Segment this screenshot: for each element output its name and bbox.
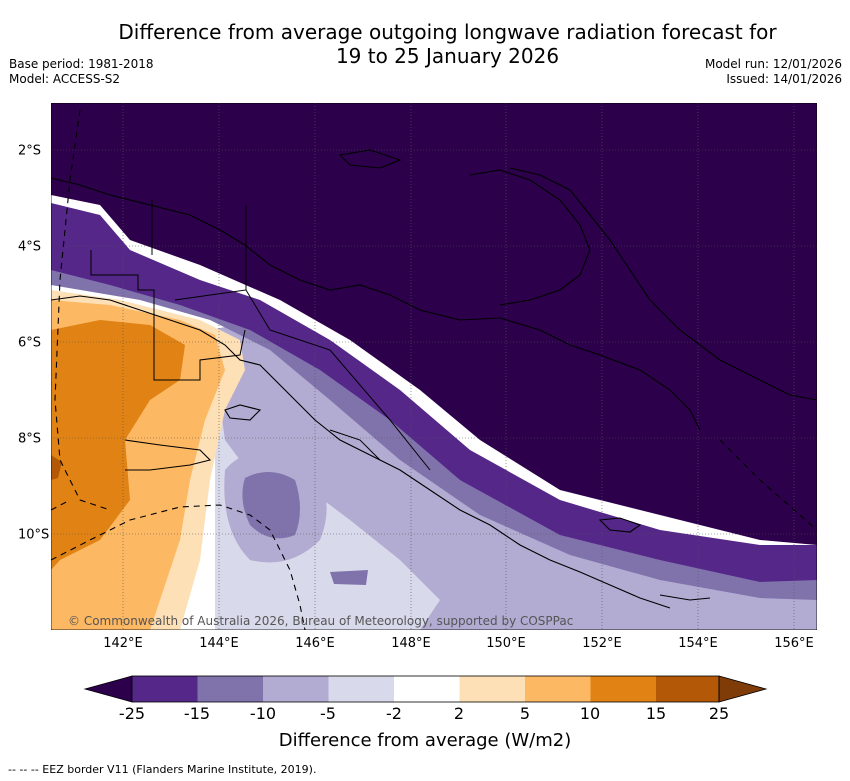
anomaly-patch-small [330, 570, 368, 585]
lat-label: 6°S [18, 335, 42, 351]
colorbar-segment-8 [590, 676, 656, 702]
borders [90, 200, 431, 471]
colorbar-segment-2 [197, 676, 263, 702]
base-period: Base period: 1981-2018 [9, 57, 154, 71]
lon-label: 150°E [486, 636, 526, 651]
issued-date: Issued: 14/01/2026 [726, 72, 842, 86]
graticule [51, 103, 817, 630]
anomaly-region-deep-purple [51, 103, 817, 545]
colorbar-segment-4 [328, 676, 394, 702]
anomaly-region-purple [51, 203, 817, 582]
colorbar-tick: 10 [579, 704, 601, 723]
model-name: Model: ACCESS-S2 [9, 72, 121, 86]
lon-label: 152°E [582, 636, 622, 651]
colorbar-title: Difference from average (W/m2) [278, 730, 572, 751]
title-line-1: Difference from average outgoing longwav… [118, 20, 777, 44]
colorbar-segment-3 [263, 676, 329, 702]
eez-borders [51, 109, 817, 630]
copyright-notice: © Commonwealth of Australia 2026, Bureau… [68, 614, 574, 628]
lat-label: 4°S [18, 239, 42, 255]
colorbar-tick: 25 [708, 704, 730, 723]
meta-right: Model run: 12/01/2026 Issued: 14/01/2026 [705, 57, 842, 87]
colorbar [83, 675, 768, 703]
colorbar-segment-7 [525, 676, 591, 702]
lon-label: 146°E [295, 636, 335, 651]
lon-label: 142°E [103, 636, 143, 651]
lon-label: 144°E [199, 636, 239, 651]
lon-label: 148°E [391, 636, 431, 651]
colorbar-tick: 5 [519, 704, 531, 723]
colorbar-tick: -25 [118, 704, 146, 723]
map-plot-area [51, 103, 817, 630]
colorbar-tick: -2 [386, 704, 402, 723]
colorbar-segment-9 [656, 676, 719, 702]
colorbar-tick: 15 [645, 704, 667, 723]
lon-label: 156°E [774, 636, 814, 651]
anomaly-patch-dark-blob [242, 471, 300, 539]
chart-title: Difference from average outgoing longwav… [80, 20, 815, 68]
model-run: Model run: 12/01/2026 [704, 57, 842, 71]
colorbar-tick: -5 [320, 704, 336, 723]
anomaly-region-dark-orange [51, 455, 62, 480]
colorbar-tick: -10 [249, 704, 277, 723]
meta-left: Base period: 1981-2018 Model: ACCESS-S2 [9, 57, 154, 87]
colorbar-tick: 2 [453, 704, 465, 723]
colorbar-segment-6 [459, 676, 525, 702]
colorbar-segment-1 [132, 676, 198, 702]
colorbar-tick: -15 [183, 704, 211, 723]
anomaly-region-orange [51, 320, 185, 570]
coastlines [51, 149, 817, 609]
lat-label: 8°S [18, 431, 42, 447]
colorbar-arrow-right [718, 675, 768, 703]
lon-label: 154°E [678, 636, 718, 651]
title-line-2: 19 to 25 January 2026 [335, 44, 560, 68]
colorbar-frame [131, 675, 720, 703]
lat-label: 2°S [18, 143, 42, 159]
eez-footnote: -- -- -- EEZ border V11 (Flanders Marine… [8, 763, 317, 776]
colorbar-segment-5 [394, 676, 460, 702]
colorbar-arrow-left [83, 675, 133, 703]
lat-label: 10°S [18, 527, 50, 543]
